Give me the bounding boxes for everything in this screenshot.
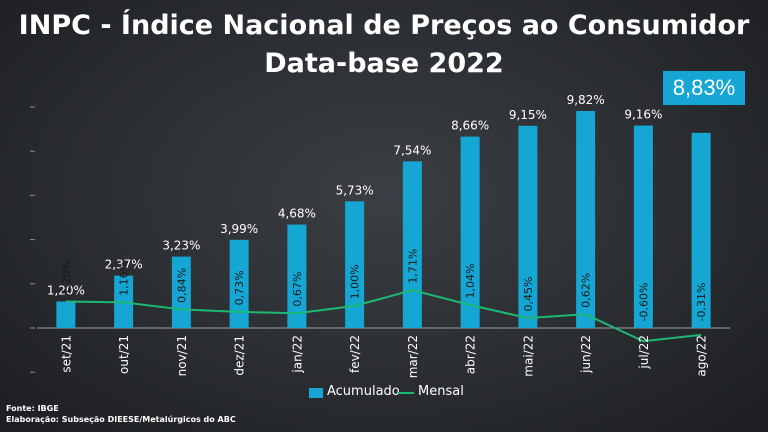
line-data-label: -0,31% xyxy=(695,283,708,322)
line-data-label: 0,45% xyxy=(522,277,535,312)
x-tick-label: mai/22 xyxy=(521,335,535,377)
bar-acumulado xyxy=(691,132,711,328)
chart-subtitle: Data-base 2022 xyxy=(264,48,504,79)
x-tick-label: ago/22 xyxy=(695,335,709,377)
bar-acumulado xyxy=(229,239,249,328)
legend-label-acumulado: Acumulado xyxy=(327,384,400,399)
bar-data-label: 1,20% xyxy=(47,283,85,297)
x-tick-label: mar/22 xyxy=(406,335,420,378)
line-data-label: 0,62% xyxy=(580,273,593,308)
bar-data-label: 4,68% xyxy=(278,207,316,221)
bar-data-label: 9,15% xyxy=(509,108,547,122)
accumulated-callout-badge: 8,83% xyxy=(663,71,745,105)
bar-acumulado xyxy=(460,136,480,328)
line-data-label: 1,20% xyxy=(60,260,73,295)
x-tick-label: out/21 xyxy=(117,335,131,374)
legend-swatch-acumulado xyxy=(309,388,323,398)
line-data-label: 1,16% xyxy=(118,261,131,296)
line-data-label: 1,71% xyxy=(406,249,419,284)
line-data-label: 1,04% xyxy=(464,264,477,299)
footer-source: Fonte: IBGE xyxy=(6,404,59,413)
bar-data-label: 5,73% xyxy=(336,183,374,197)
footer-credit: Elaboração: Subseção DIEESE/Metalúrgicos… xyxy=(6,415,236,424)
line-data-label: 1,00% xyxy=(349,264,362,299)
x-tick-label: abr/22 xyxy=(464,335,478,374)
line-data-label: 0,73% xyxy=(233,270,246,305)
bar-acumulado xyxy=(56,301,76,328)
line-data-label: -0,60% xyxy=(637,283,650,322)
x-tick-label: set/21 xyxy=(59,335,73,373)
line-data-label: 0,84% xyxy=(175,268,188,303)
bar-data-label: 7,54% xyxy=(393,143,431,157)
x-tick-label: jul/22 xyxy=(637,335,651,370)
bar-acumulado xyxy=(518,125,538,328)
line-data-label: 0,67% xyxy=(291,272,304,307)
bar-acumulado xyxy=(287,224,307,328)
bar-acumulado xyxy=(576,110,596,328)
legend-label-mensal: Mensal xyxy=(418,384,464,399)
bar-acumulado xyxy=(402,161,422,328)
bar-data-label: 2,37% xyxy=(105,258,143,272)
x-tick-label: jan/22 xyxy=(290,335,304,374)
chart-title: INPC - Índice Nacional de Preços ao Cons… xyxy=(18,10,750,41)
bar-data-label: 9,16% xyxy=(624,108,662,122)
bar-data-label: 3,23% xyxy=(162,239,200,253)
bar-acumulado xyxy=(345,201,365,328)
x-tick-label: jun/22 xyxy=(579,335,593,374)
series-line-mensal xyxy=(65,289,702,343)
bar-data-label: 9,82% xyxy=(567,93,605,107)
legend-swatch-mensal xyxy=(398,392,414,394)
bar-data-label: 3,99% xyxy=(220,222,258,236)
bar-data-label: 8,66% xyxy=(451,119,489,133)
x-tick-label: nov/21 xyxy=(175,335,189,376)
x-tick-label: dez/21 xyxy=(233,335,247,376)
x-tick-label: fev/22 xyxy=(348,335,362,373)
bar-acumulado xyxy=(633,125,653,329)
